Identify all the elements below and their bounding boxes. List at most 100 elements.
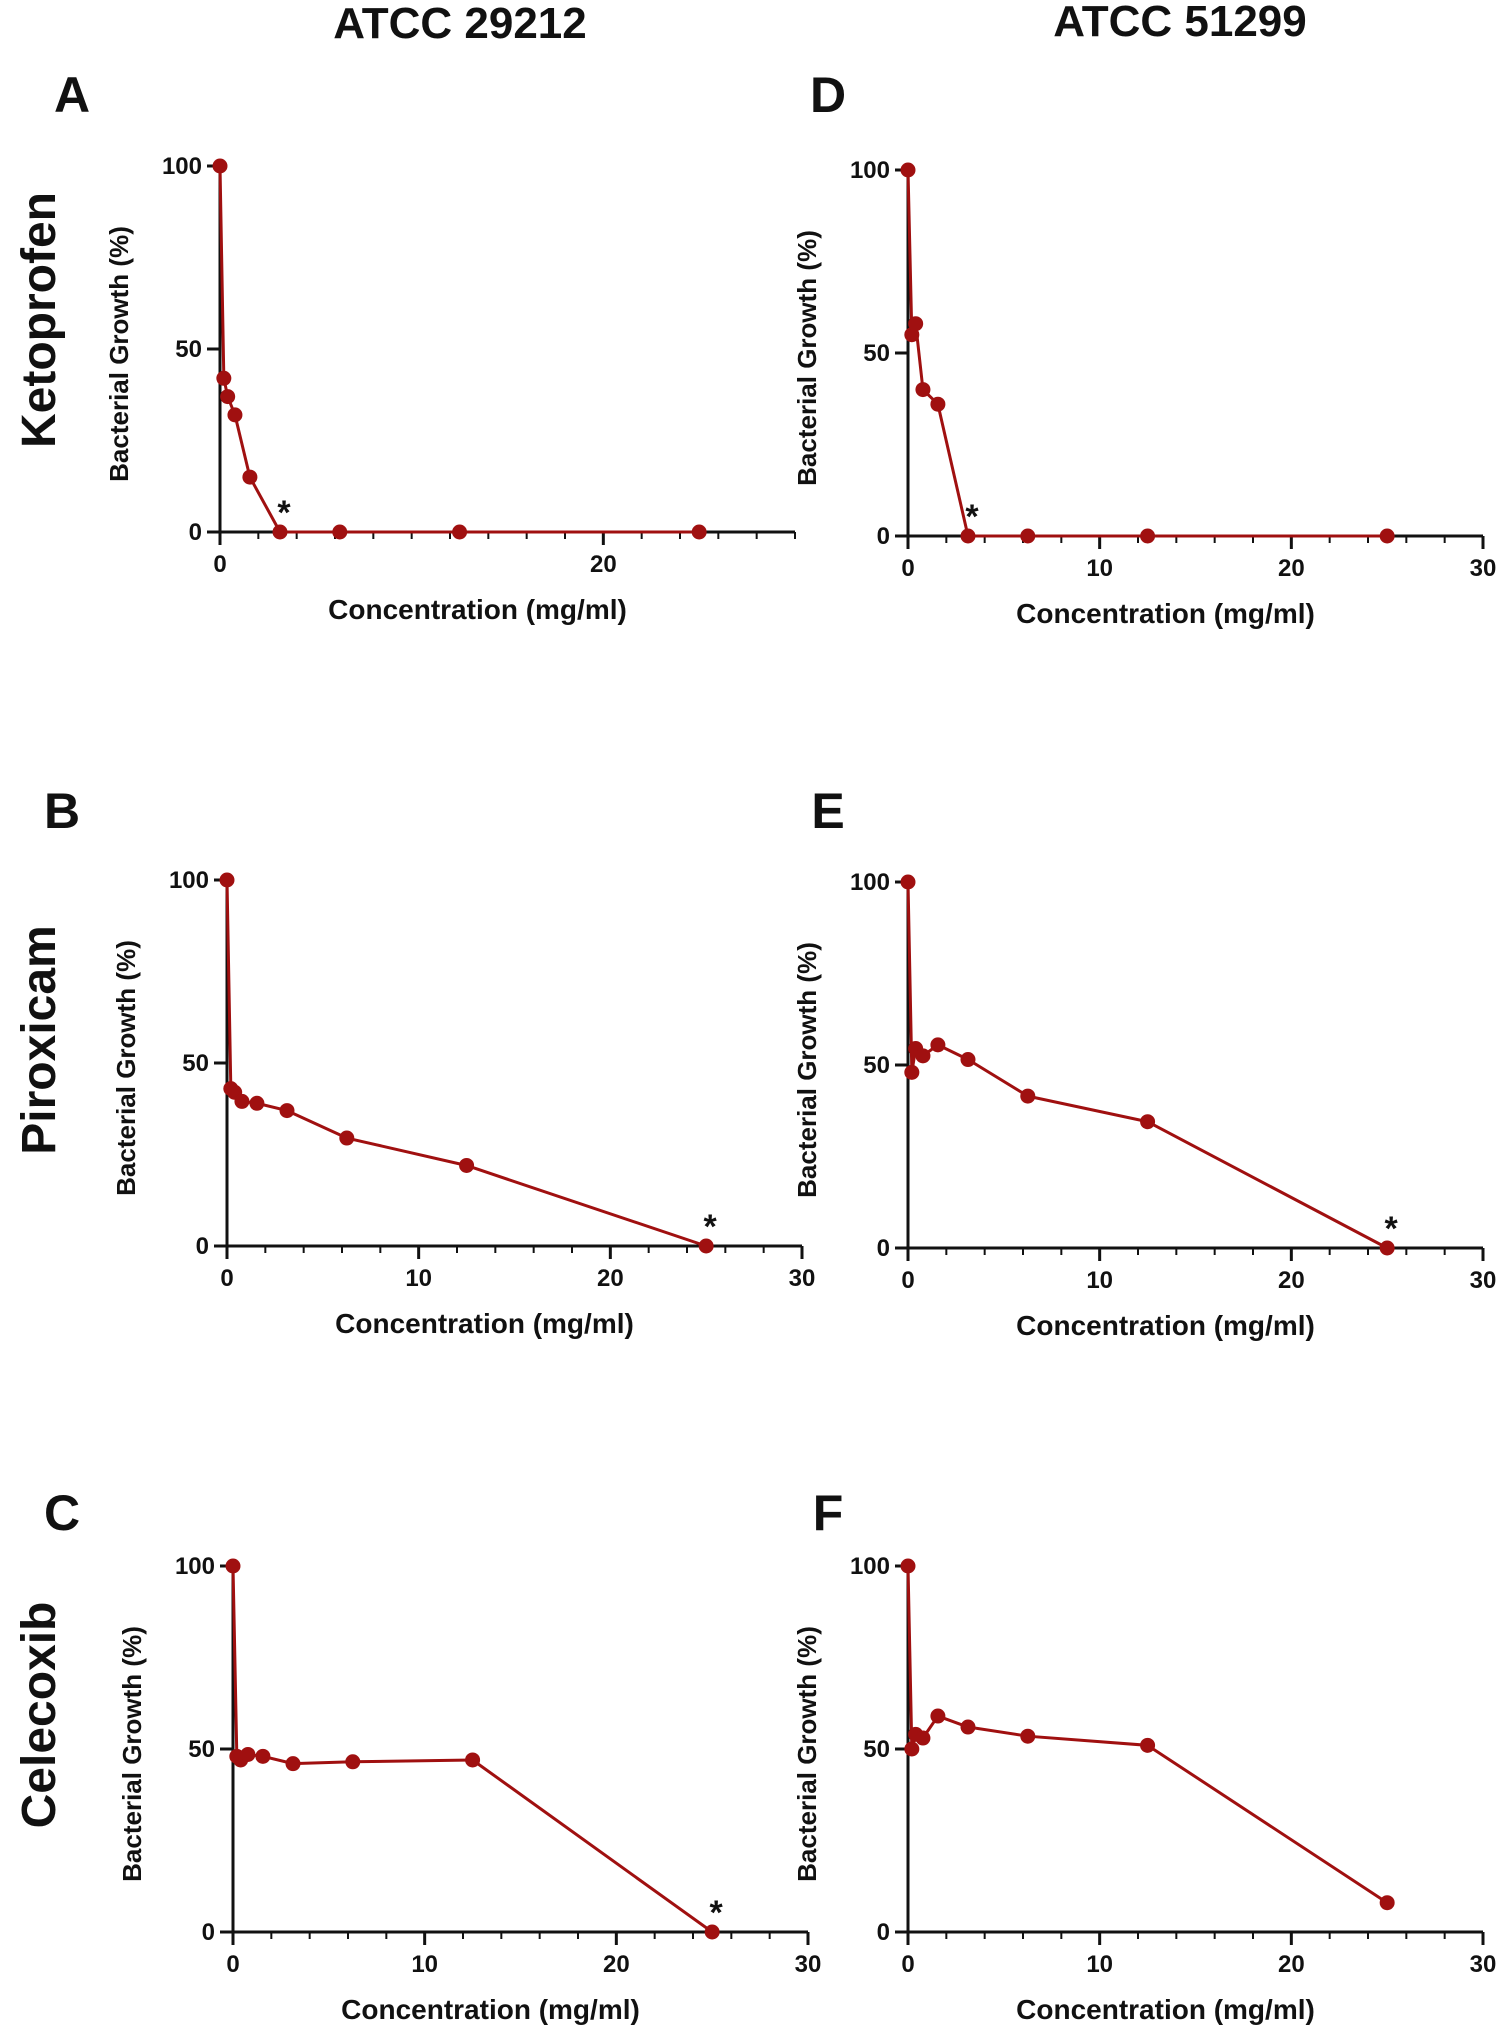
- panel-letter-b: B: [44, 783, 80, 839]
- data-point-c: [285, 1756, 301, 1772]
- significance-star-d: *: [965, 498, 979, 536]
- data-point-d: [930, 396, 946, 412]
- chart-panel-d: D 0 10 20 30 0 50 100 Concentration (mg/ml) Bacte…: [792, 67, 1496, 629]
- x-tick-label-b: 0: [220, 1265, 233, 1292]
- x-tick-label-f: 30: [1470, 1951, 1497, 1978]
- panel-letter-c: C: [44, 1485, 80, 1541]
- data-point-a: [227, 407, 243, 423]
- y-tick-label-d: 50: [863, 340, 890, 367]
- data-point-a: [220, 389, 236, 405]
- data-point-f: [1379, 1895, 1395, 1911]
- y-tick-label-f: 50: [863, 1736, 890, 1763]
- y-tick-label-e: 100: [850, 869, 890, 896]
- x-tick-label-c: 10: [411, 1951, 438, 1978]
- x-tick-label-f: 10: [1086, 1951, 1113, 1978]
- x-tick-label-e: 0: [901, 1267, 914, 1294]
- y-tick-label-c: 100: [175, 1553, 215, 1580]
- data-point-d: [915, 382, 931, 398]
- y-tick-label-e: 50: [863, 1052, 890, 1079]
- x-axis-title-a: Concentration (mg/ml): [328, 594, 627, 625]
- x-tick-label-e: 10: [1086, 1267, 1113, 1294]
- data-point-d: [960, 528, 976, 544]
- x-tick-label-c: 30: [795, 1951, 822, 1978]
- data-point-d: [1140, 528, 1156, 544]
- x-tick-label-e: 20: [1278, 1267, 1305, 1294]
- data-point-e: [1140, 1114, 1156, 1130]
- data-point-c: [240, 1746, 256, 1762]
- data-point-a: [452, 524, 468, 540]
- chart-panel-e: E 0 10 20 30 0 50 100 Concentration (mg/ml) Bacte…: [792, 783, 1496, 1341]
- data-point-c: [225, 1558, 241, 1574]
- y-tick-label-f: 100: [850, 1553, 890, 1580]
- data-point-a: [332, 524, 348, 540]
- y-tick-label-d: 100: [850, 157, 890, 184]
- x-axis-title-c: Concentration (mg/ml): [341, 1994, 640, 2025]
- data-point-f: [1020, 1728, 1036, 1744]
- data-point-a: [242, 469, 258, 485]
- x-tick-label-c: 20: [603, 1951, 630, 1978]
- data-point-b: [698, 1238, 714, 1254]
- x-tick-label-a: 0: [213, 551, 226, 578]
- data-point-d: [1020, 528, 1036, 544]
- data-point-f: [904, 1741, 920, 1757]
- row-label-ketoprofen: Ketoprofen: [13, 192, 66, 448]
- panel-letter-d: D: [810, 67, 846, 123]
- significance-star-c: *: [710, 1894, 724, 1932]
- x-tick-label-f: 0: [901, 1951, 914, 1978]
- x-tick-label-d: 20: [1278, 555, 1305, 582]
- y-axis-title-f: Bacterial Growth (%): [792, 1626, 822, 1882]
- data-point-b: [279, 1103, 295, 1119]
- series-line-a: [218, 165, 700, 534]
- data-point-c: [255, 1748, 271, 1764]
- x-tick-label-d: 10: [1086, 555, 1113, 582]
- data-point-f: [1140, 1737, 1156, 1753]
- y-axis-title-a: Bacterial Growth (%): [104, 226, 134, 482]
- y-tick-label-c: 50: [188, 1736, 215, 1763]
- y-tick-label-a: 0: [189, 519, 202, 546]
- y-tick-label-a: 100: [162, 153, 202, 180]
- y-tick-label-c: 0: [202, 1919, 215, 1946]
- chart-panel-f: F 0 10 20 30 0 50 100 Concentration (mg/ml) Bacte…: [792, 1485, 1496, 2025]
- column-title-left: ATCC 29212: [333, 0, 587, 48]
- data-point-a: [212, 158, 228, 174]
- x-tick-label-b: 20: [597, 1265, 624, 1292]
- data-point-e: [930, 1037, 946, 1053]
- series-line-e: [906, 881, 1388, 1250]
- x-tick-label-a: 20: [590, 551, 617, 578]
- data-point-a: [216, 370, 232, 386]
- data-point-e: [904, 1064, 920, 1080]
- data-point-b: [249, 1095, 265, 1111]
- significance-star-b: *: [704, 1208, 718, 1246]
- series-line-c: [231, 1565, 714, 1934]
- data-point-e: [960, 1052, 976, 1068]
- data-point-c: [465, 1752, 481, 1768]
- x-axis-title-e: Concentration (mg/ml): [1016, 1310, 1315, 1341]
- y-axis-title-b: Bacterial Growth (%): [111, 940, 141, 1196]
- series-line-d: [906, 169, 1388, 538]
- x-axis-title-b: Concentration (mg/ml): [335, 1308, 634, 1339]
- y-tick-label-e: 0: [877, 1235, 890, 1262]
- y-axis-title-d: Bacterial Growth (%): [792, 230, 822, 486]
- data-point-a: [272, 524, 288, 540]
- y-tick-label-a: 50: [175, 336, 202, 363]
- x-tick-label-c: 0: [226, 1951, 239, 1978]
- panel-letter-a: A: [54, 67, 90, 123]
- row-label-piroxicam: Piroxicam: [13, 925, 66, 1154]
- y-tick-label-d: 0: [877, 523, 890, 550]
- data-point-f: [900, 1558, 916, 1574]
- y-tick-label-b: 100: [169, 867, 209, 894]
- x-axis-title-f: Concentration (mg/ml): [1016, 1994, 1315, 2025]
- panel-letter-e: E: [811, 783, 844, 839]
- x-tick-label-d: 30: [1470, 555, 1497, 582]
- y-tick-label-b: 50: [182, 1050, 209, 1077]
- series-line-f: [906, 1565, 1388, 1904]
- x-tick-label-d: 0: [901, 555, 914, 582]
- x-tick-label-f: 20: [1278, 1951, 1305, 1978]
- chart-panel-b: B 0 10 20 30 0 50 100 Concentration (mg/ml) Bacte…: [44, 783, 815, 1339]
- x-axis-title-d: Concentration (mg/ml): [1016, 598, 1315, 629]
- data-point-d: [900, 162, 916, 178]
- data-point-e: [915, 1048, 931, 1064]
- data-point-d: [908, 316, 924, 332]
